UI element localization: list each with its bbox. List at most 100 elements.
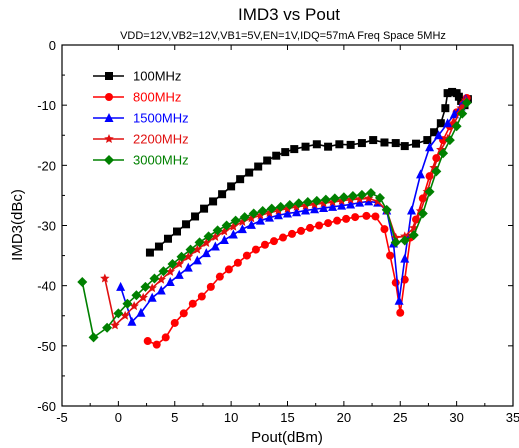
data-point <box>156 274 166 284</box>
data-point <box>337 200 347 210</box>
data-point <box>390 232 401 242</box>
data-point <box>264 207 275 217</box>
data-point <box>131 290 142 301</box>
data-point <box>110 320 120 330</box>
data-point <box>283 208 292 218</box>
data-point <box>228 229 238 239</box>
data-point <box>242 251 251 260</box>
data-point <box>174 269 184 279</box>
data-point <box>161 333 170 342</box>
data-point <box>441 104 450 113</box>
legend-item: 2200MHz <box>93 132 189 147</box>
data-point <box>423 136 432 145</box>
data-point <box>444 135 455 146</box>
data-point <box>451 121 462 132</box>
data-point <box>345 194 356 204</box>
data-point <box>309 199 320 209</box>
data-point <box>369 136 378 145</box>
data-point <box>140 281 151 292</box>
data-point <box>448 87 457 96</box>
data-point <box>407 205 417 215</box>
y-tick-label: -10 <box>37 98 56 113</box>
data-point <box>212 225 223 236</box>
legend-label: 100MHz <box>133 69 181 84</box>
data-point <box>77 277 88 288</box>
y-tick-label: -20 <box>37 158 56 173</box>
data-point <box>319 203 329 213</box>
data-point <box>400 253 410 263</box>
data-point <box>203 231 214 242</box>
data-point <box>201 237 212 247</box>
data-point <box>333 216 342 225</box>
data-point <box>209 197 218 206</box>
data-point <box>315 221 324 230</box>
data-point <box>246 219 256 229</box>
data-point <box>282 203 293 213</box>
data-point <box>363 193 374 203</box>
data-point <box>318 198 329 208</box>
data-point <box>351 213 360 222</box>
data-point <box>417 208 428 219</box>
series-100MHz <box>145 87 472 257</box>
data-point <box>335 140 344 149</box>
data-point <box>158 266 169 277</box>
data-point <box>147 283 157 293</box>
data-point <box>449 109 459 119</box>
data-point <box>228 221 239 231</box>
data-point <box>312 140 321 149</box>
data-point <box>230 215 241 226</box>
data-point <box>122 298 133 309</box>
data-point <box>284 200 295 211</box>
data-point <box>170 318 179 327</box>
x-axis-label: Pout(dBm) <box>251 429 323 446</box>
x-tick-label: 10 <box>224 410 238 425</box>
data-point <box>324 219 333 228</box>
data-point <box>206 282 215 291</box>
data-point <box>237 216 248 226</box>
data-point <box>188 299 197 308</box>
data-point <box>221 220 232 231</box>
data-point <box>324 142 333 151</box>
data-point <box>154 242 163 251</box>
data-point <box>147 292 157 302</box>
legend-label: 1500MHz <box>133 111 189 126</box>
x-tick-label: 20 <box>337 410 351 425</box>
y-tick-label: 0 <box>49 38 56 53</box>
legend-item: 100MHz <box>93 69 181 84</box>
data-point <box>191 212 200 221</box>
data-point <box>127 316 137 326</box>
data-point <box>356 189 367 200</box>
chart-subtitle: VDD=12V,VB2=12V,VB1=5V,EN=1V,IDQ=57mA Fr… <box>120 30 446 42</box>
data-point <box>300 200 311 210</box>
data-point <box>192 255 202 265</box>
data-point <box>431 166 442 177</box>
data-point <box>273 205 284 215</box>
data-point <box>364 196 374 206</box>
data-point <box>443 118 453 128</box>
data-point <box>346 140 355 149</box>
y-tick-label: -60 <box>37 399 56 414</box>
data-point <box>390 237 401 248</box>
data-point <box>145 248 154 257</box>
legend-marker <box>105 93 113 101</box>
data-point <box>201 248 211 258</box>
data-point <box>412 139 421 148</box>
legend-marker <box>104 134 114 144</box>
data-point <box>219 234 229 244</box>
legend-item: 800MHz <box>93 90 181 105</box>
data-point <box>391 139 400 148</box>
data-point <box>239 212 250 223</box>
data-point <box>273 210 283 220</box>
data-point <box>320 194 331 205</box>
data-point <box>266 203 277 214</box>
y-tick-label: -40 <box>37 279 56 294</box>
data-point <box>255 210 266 220</box>
data-point <box>200 204 209 213</box>
data-point <box>374 192 385 203</box>
data-point <box>293 198 304 209</box>
data-point <box>430 128 439 137</box>
data-point <box>165 266 175 276</box>
x-tick-label: 30 <box>449 410 463 425</box>
data-point <box>254 162 263 171</box>
data-point <box>233 258 242 267</box>
